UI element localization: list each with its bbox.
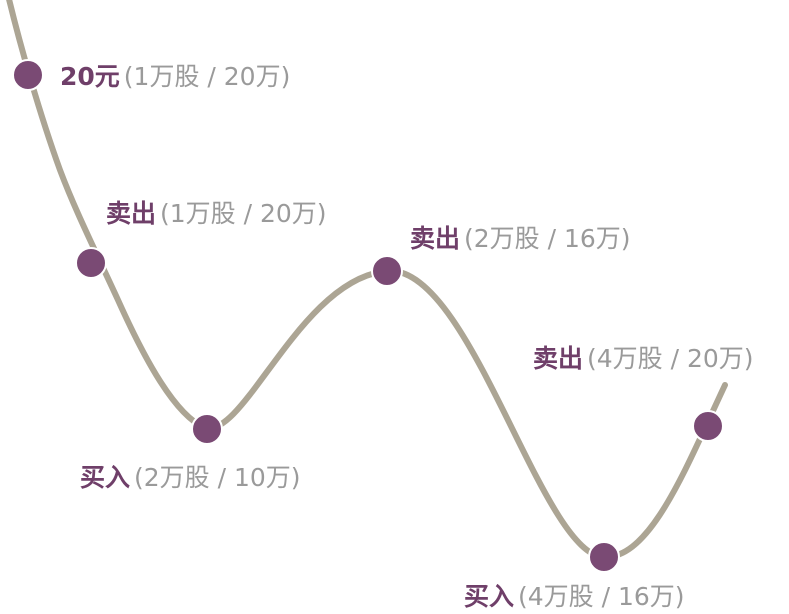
point-label-4-action: 卖出 — [410, 224, 460, 253]
point-marker-3 — [191, 413, 223, 445]
point-label-2-action: 卖出 — [106, 199, 156, 228]
point-label-1-action: 20元 — [60, 62, 120, 91]
point-label-5-detail: (4万股 / 16万) — [518, 582, 685, 611]
point-label-4-detail: (2万股 / 16万) — [464, 224, 631, 253]
point-label-6-detail: (4万股 / 20万) — [587, 344, 754, 373]
point-label-4: 卖出 (2万股 / 16万) — [410, 224, 631, 253]
point-label-1: 20元 (1万股 / 20万) — [60, 62, 290, 91]
point-marker-2 — [75, 247, 107, 279]
point-label-2-detail: (1万股 / 20万) — [160, 199, 327, 228]
point-label-1-detail: (1万股 / 20万) — [124, 62, 291, 91]
point-label-5: 买入 (4万股 / 16万) — [464, 582, 685, 611]
point-marker-1 — [12, 59, 44, 91]
point-label-6-action: 卖出 — [533, 344, 583, 373]
point-marker-4 — [371, 255, 403, 287]
point-label-3-detail: (2万股 / 10万) — [134, 463, 301, 492]
point-marker-6 — [692, 410, 724, 442]
point-label-3-action: 买入 — [80, 463, 130, 492]
point-label-2: 卖出 (1万股 / 20万) — [106, 199, 327, 228]
point-label-5-action: 买入 — [464, 582, 514, 611]
point-marker-5 — [588, 541, 620, 573]
point-label-3: 买入 (2万股 / 10万) — [80, 463, 301, 492]
point-label-6: 卖出 (4万股 / 20万) — [533, 344, 754, 373]
